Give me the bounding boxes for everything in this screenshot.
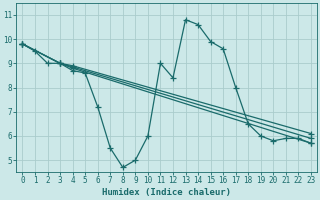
X-axis label: Humidex (Indice chaleur): Humidex (Indice chaleur) <box>102 188 231 197</box>
